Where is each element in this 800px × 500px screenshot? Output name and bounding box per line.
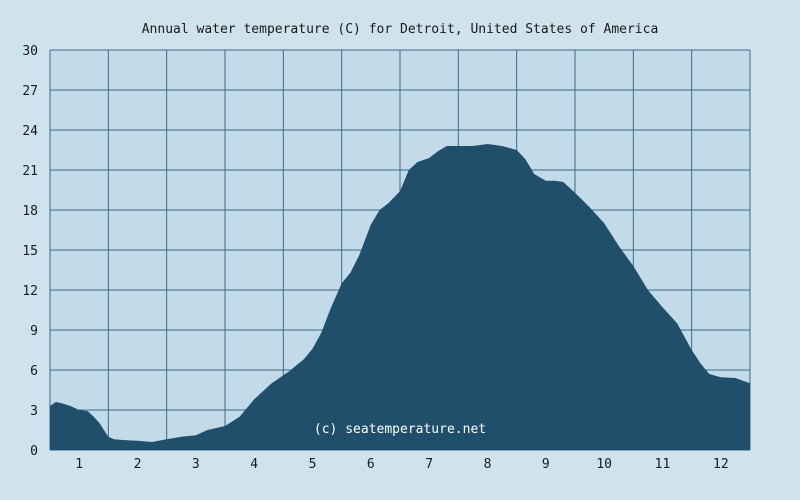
x-tick-label: 10 [596, 457, 612, 472]
x-tick-label: 3 [192, 457, 200, 472]
x-tick-label: 12 [713, 457, 729, 472]
y-tick-label: 15 [22, 244, 38, 259]
x-tick-label: 2 [134, 457, 142, 472]
y-tick-label: 6 [30, 364, 38, 379]
x-tick-label: 9 [542, 457, 550, 472]
y-tick-label: 12 [22, 284, 38, 299]
x-tick-label: 7 [425, 457, 433, 472]
watermark: (c) seatemperature.net [314, 422, 486, 437]
x-tick-label: 6 [367, 457, 375, 472]
y-tick-label: 0 [30, 444, 38, 459]
y-tick-label: 24 [22, 124, 38, 139]
y-tick-label: 18 [22, 204, 38, 219]
y-axis-tick-labels: 0 3 6 9 12 15 18 21 24 27 30 [22, 44, 38, 459]
y-tick-label: 27 [22, 84, 38, 99]
x-tick-label: 4 [250, 457, 258, 472]
y-tick-label: 21 [22, 164, 38, 179]
x-tick-label: 5 [309, 457, 317, 472]
x-tick-label: 1 [75, 457, 83, 472]
chart-title: Annual water temperature (C) for Detroit… [142, 22, 659, 37]
x-tick-label: 11 [655, 457, 671, 472]
x-axis-tick-labels: 1 2 3 4 5 6 7 8 9 10 11 12 [75, 457, 728, 472]
temperature-area-series [50, 144, 750, 450]
y-tick-label: 9 [30, 324, 38, 339]
y-tick-label: 3 [30, 404, 38, 419]
y-tick-label: 30 [22, 44, 38, 59]
x-tick-label: 8 [484, 457, 492, 472]
